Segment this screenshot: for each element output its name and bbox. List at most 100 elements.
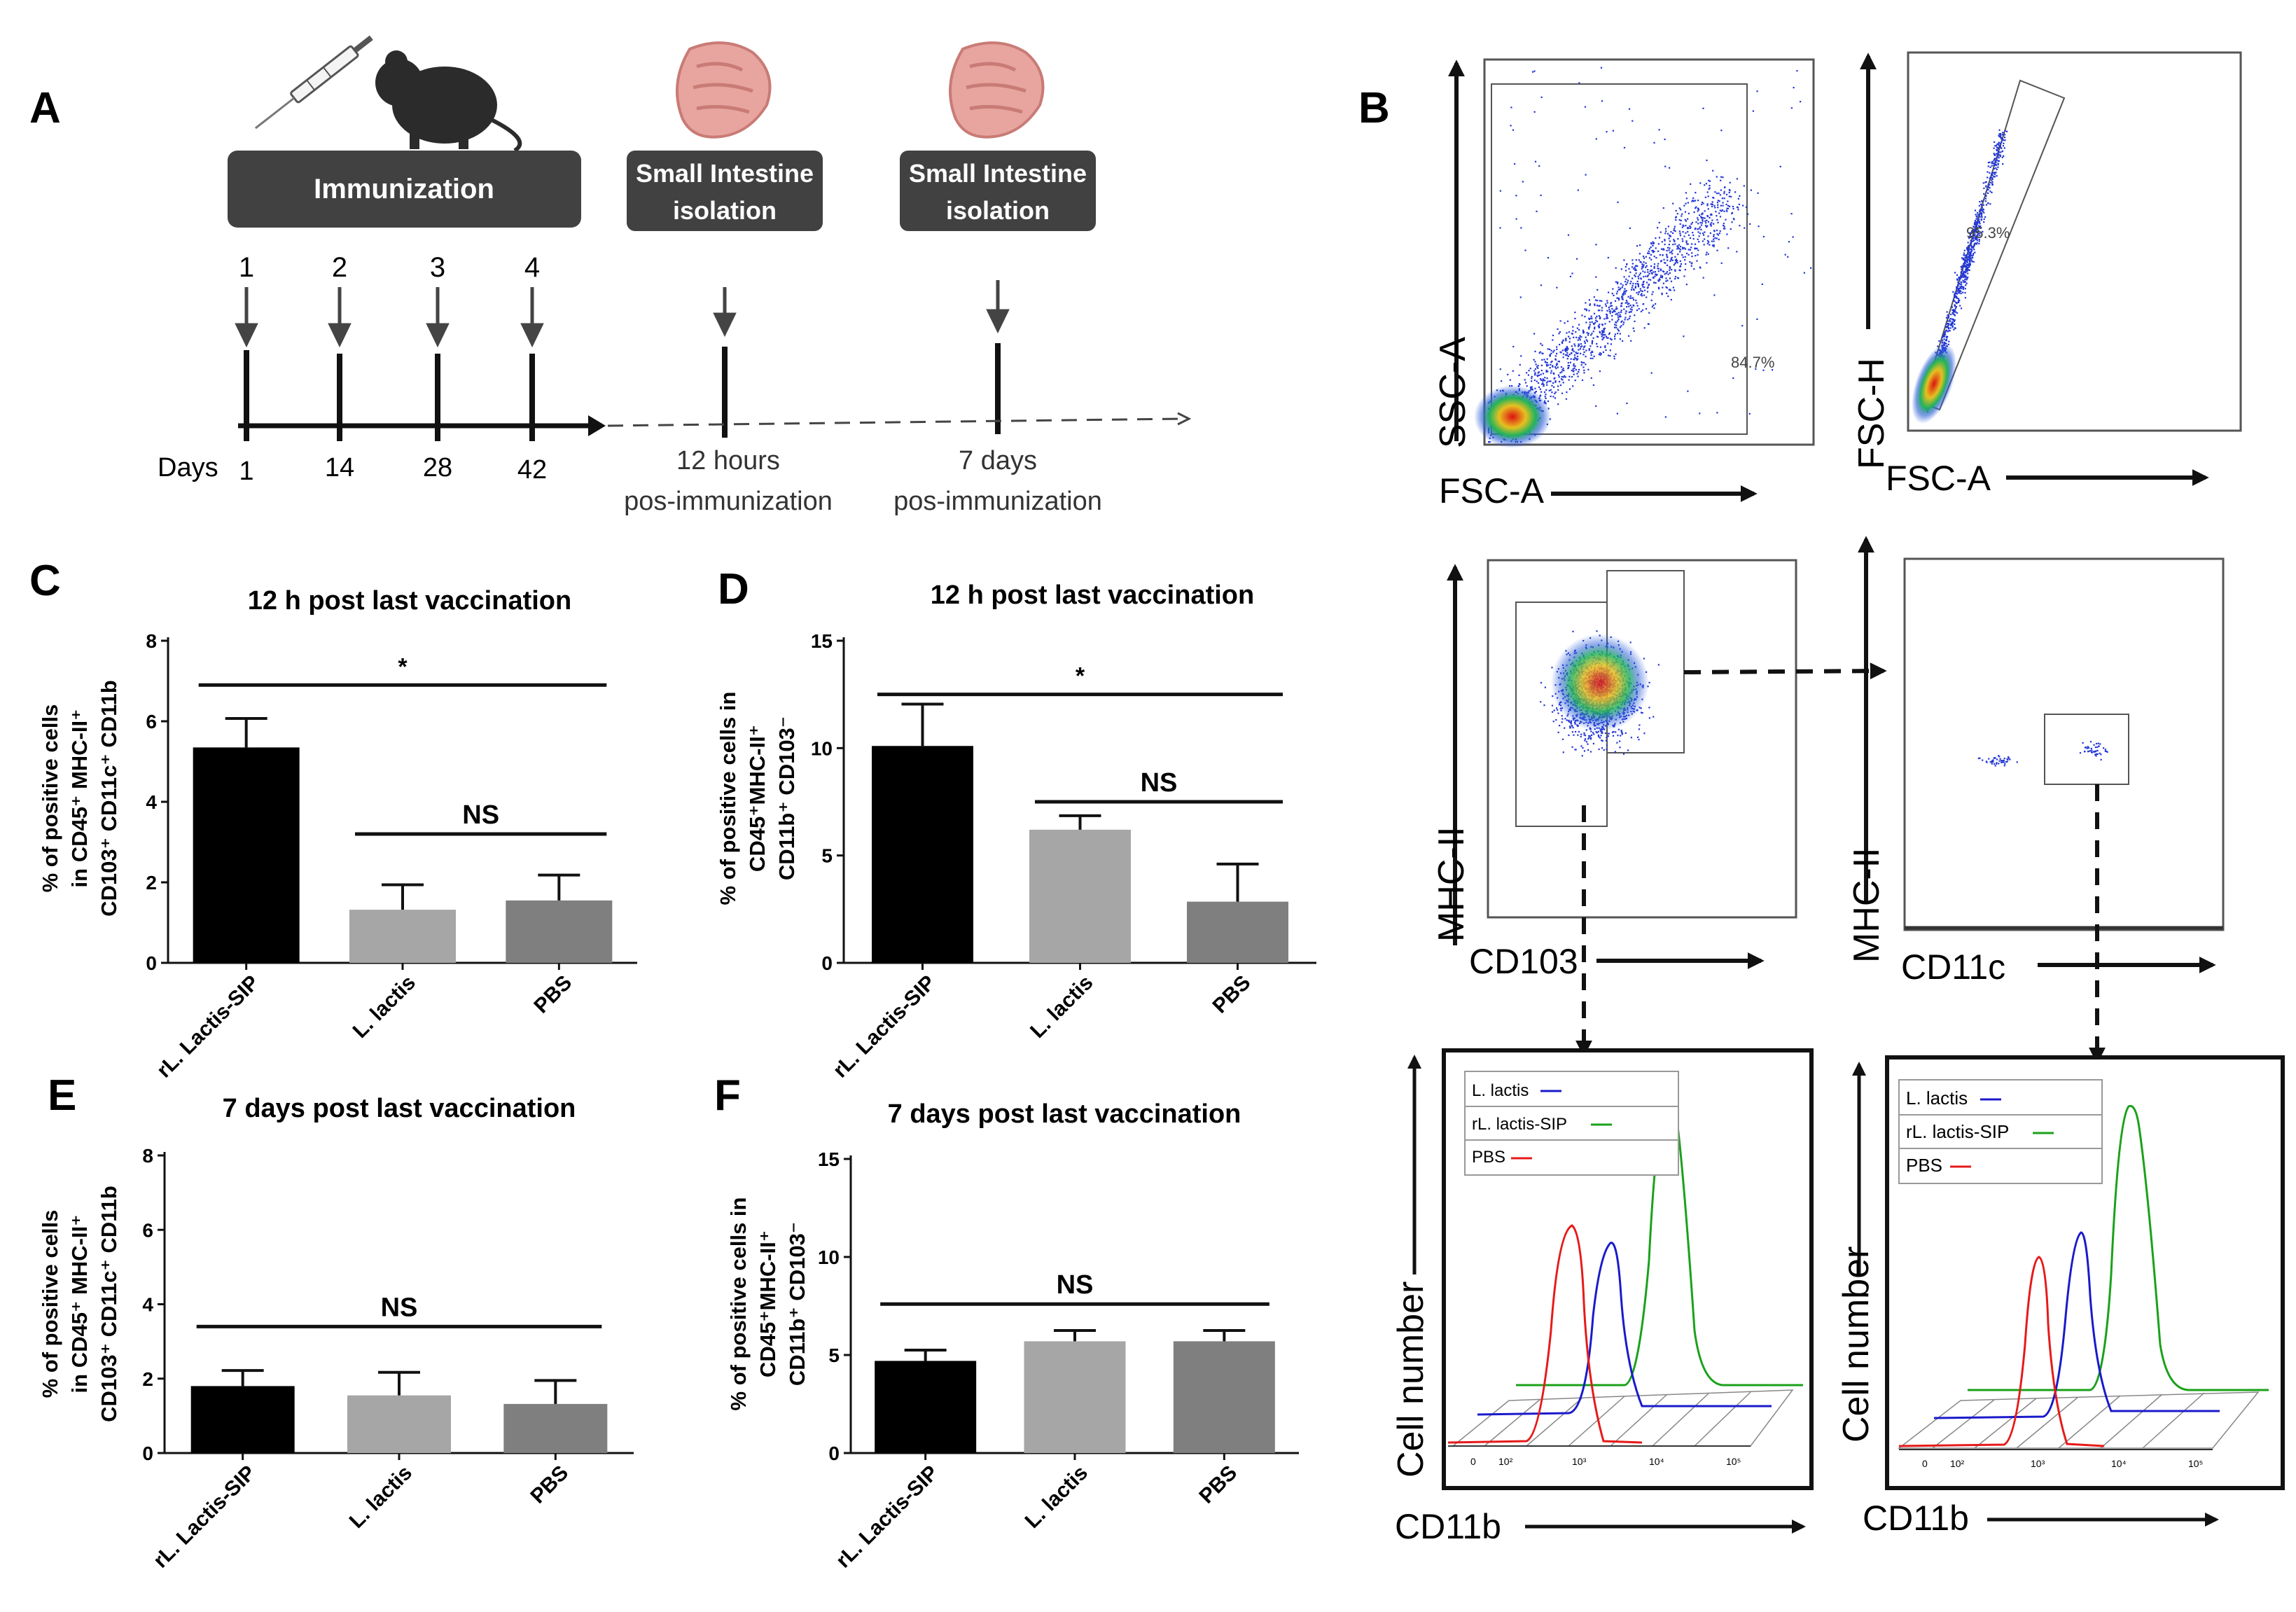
flow-dot bbox=[1965, 270, 1968, 272]
flow-dot bbox=[2001, 151, 2003, 153]
flow-dot bbox=[1596, 732, 1598, 734]
flow-dot bbox=[1569, 275, 1572, 277]
flow-dot bbox=[1579, 335, 1581, 337]
flow-dot bbox=[1540, 194, 1542, 197]
flow-dot bbox=[1737, 197, 1739, 200]
flow-dot bbox=[1680, 265, 1682, 267]
flow-dot bbox=[1640, 310, 1643, 312]
flow-dot bbox=[1691, 256, 1693, 258]
flow-dot bbox=[2001, 761, 2003, 763]
chart-f-ylabel-line-1: CD45⁺MHC-II⁺ bbox=[756, 1230, 780, 1377]
flow-dot bbox=[1706, 219, 1708, 221]
flow-dot bbox=[1717, 204, 1719, 206]
flow-dot bbox=[1954, 311, 1956, 313]
flow-dot bbox=[1954, 292, 1956, 295]
flow-dot bbox=[1975, 225, 1977, 228]
flow-dot bbox=[1965, 275, 1967, 277]
flow-dot bbox=[1675, 209, 1677, 212]
flow-dot bbox=[1688, 212, 1690, 214]
flow-dot bbox=[1674, 240, 1676, 242]
flow-dot bbox=[1970, 250, 1973, 252]
flow-dot bbox=[1969, 232, 1971, 234]
flow-dot bbox=[1606, 310, 1608, 312]
flow-dot bbox=[2001, 134, 2004, 136]
flow-dot bbox=[1608, 333, 1610, 335]
flow-dot bbox=[1624, 317, 1627, 319]
flow-dot bbox=[1561, 379, 1564, 381]
flow-dot bbox=[1706, 203, 1709, 205]
flow-dot bbox=[1552, 334, 1554, 337]
flow-dot bbox=[1587, 368, 1589, 370]
chart-c-ylabel-line-0: % of positive cells bbox=[38, 704, 62, 893]
histogram-1-blue-curve bbox=[1477, 1242, 1772, 1416]
chart-d-ytick-label-0: 0 bbox=[821, 952, 833, 974]
flow-dot bbox=[1596, 342, 1598, 345]
flow-dot bbox=[1676, 262, 1678, 264]
flow-dot bbox=[1540, 342, 1542, 345]
flow-dot bbox=[1953, 328, 1955, 331]
flow-dot bbox=[1968, 263, 1970, 265]
flow-dot bbox=[1639, 272, 1641, 275]
flow-dot bbox=[1954, 300, 1956, 303]
flow-dot bbox=[1566, 354, 1568, 356]
panel-letter-f: F bbox=[714, 1071, 741, 1120]
flow-dot bbox=[1991, 165, 1993, 167]
flow-dot bbox=[1947, 328, 1950, 330]
flow-dot bbox=[1582, 746, 1584, 749]
flow-dot bbox=[1977, 232, 1980, 235]
flow-dot bbox=[1997, 142, 2000, 144]
chart-f-ytick-label-0: 0 bbox=[828, 1443, 840, 1464]
flow-dot bbox=[1689, 237, 1692, 239]
flow-dot bbox=[1580, 735, 1582, 737]
flow-dot bbox=[1627, 319, 1629, 321]
flow-dot bbox=[1713, 235, 1715, 237]
flow-dot bbox=[1619, 326, 1622, 328]
flow-dot bbox=[1704, 220, 1706, 222]
flow-dot bbox=[1617, 282, 1619, 284]
flow-cytometry-panel: 84.7% SSC-A FSC-A 95.3% FSC-H FSC-A MHC-… bbox=[1391, 51, 2285, 1546]
flow-dot bbox=[1684, 259, 1686, 261]
flow-dot bbox=[1579, 348, 1581, 350]
flow-dot bbox=[1663, 258, 1665, 260]
flow-dot bbox=[1714, 191, 1716, 193]
flow-dot bbox=[1956, 312, 1958, 314]
flow-dot bbox=[1690, 265, 1692, 267]
flow-dot bbox=[1603, 331, 1605, 333]
flow-dot bbox=[1637, 275, 1639, 277]
flow-dot bbox=[1705, 253, 1707, 256]
flow-dot bbox=[1651, 249, 1653, 252]
flow-dot bbox=[1692, 232, 1694, 234]
flow-dot bbox=[1601, 747, 1603, 749]
flow-dot bbox=[1972, 256, 1974, 259]
day-number-1: 1 bbox=[239, 252, 254, 283]
flow-dot bbox=[1675, 258, 1678, 260]
flow-dot bbox=[1629, 308, 1631, 310]
flow-dot bbox=[1702, 212, 1704, 214]
flow-dot bbox=[1590, 730, 1592, 732]
flow-dot bbox=[2003, 155, 2005, 157]
flow-dot bbox=[1956, 287, 1958, 289]
flow-dot bbox=[1961, 257, 1963, 259]
flow-dot bbox=[1716, 193, 1718, 195]
flow-dot bbox=[1954, 314, 1956, 317]
flow-dot bbox=[1577, 345, 1579, 347]
flow-dot bbox=[1989, 760, 1991, 763]
flow-dot bbox=[1974, 251, 1976, 253]
flow-dot bbox=[1606, 317, 1609, 319]
flow-dot bbox=[1718, 238, 1720, 241]
syringe-icon bbox=[254, 35, 373, 130]
flow-dot bbox=[2079, 752, 2082, 754]
flow-dot bbox=[1515, 195, 1517, 197]
flow-dot bbox=[1970, 248, 1972, 250]
flow-dot bbox=[1671, 256, 1673, 258]
flow-dot bbox=[1713, 244, 1715, 246]
flow-dot bbox=[1647, 269, 1649, 271]
flow-dot bbox=[1699, 267, 1702, 269]
flow-dot bbox=[1488, 441, 1490, 443]
flow-dot bbox=[1690, 183, 1692, 185]
flow-dot bbox=[1669, 289, 1671, 291]
flow-dot bbox=[1617, 728, 1620, 730]
flow-dot bbox=[1533, 370, 1536, 372]
flow-dot bbox=[1622, 296, 1624, 298]
flow-dot bbox=[1967, 272, 1969, 275]
